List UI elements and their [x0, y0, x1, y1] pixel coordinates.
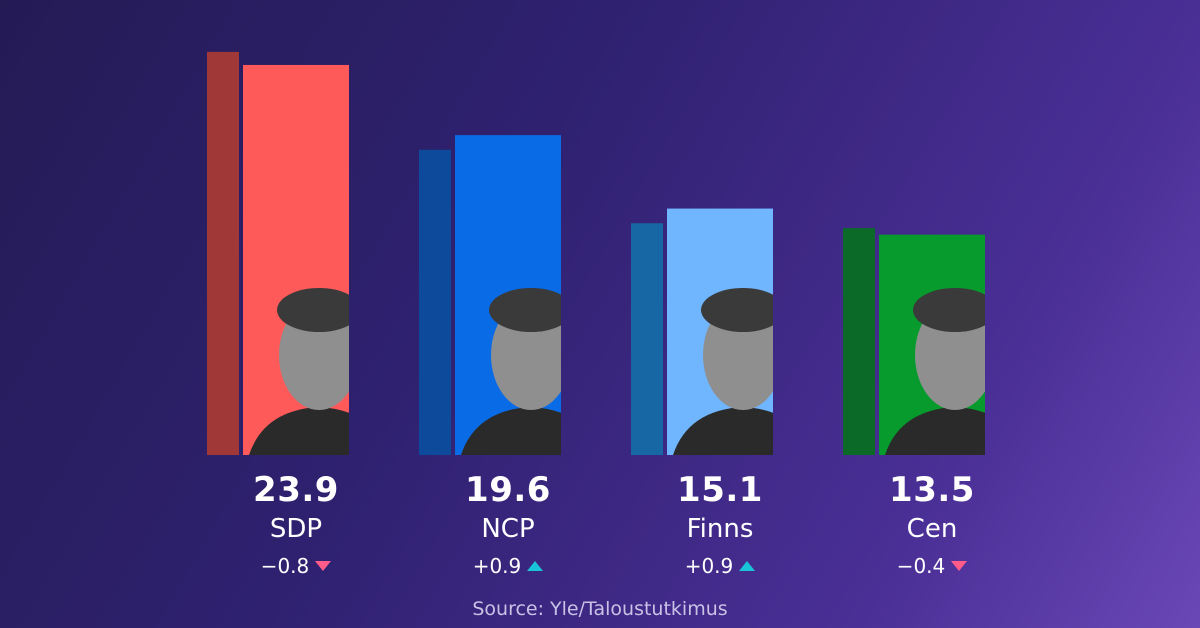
portrait-ncp — [461, 288, 561, 455]
value-label-finns: 15.1 — [677, 470, 763, 510]
category-label-finns: Finns — [686, 514, 754, 544]
source-text: Source: Yle/Taloustutkimus — [472, 598, 728, 620]
party-label-ncp: 19.6 NCP +0.9 — [398, 470, 618, 580]
party-label-sdp: 23.9 SDP −0.8 — [186, 470, 406, 580]
change-label-finns: +0.9 — [685, 552, 756, 580]
previous-bar-sdp — [207, 51, 239, 456]
portrait-sdp — [249, 288, 349, 455]
change-label-ncp: +0.9 — [473, 552, 544, 580]
value-label-cen: 13.5 — [889, 470, 975, 510]
triangle-down-icon — [951, 561, 968, 571]
previous-bar-ncp — [419, 149, 451, 456]
value-label-ncp: 19.6 — [465, 470, 551, 510]
category-label-cen: Cen — [906, 514, 958, 544]
category-label-sdp: SDP — [269, 514, 323, 544]
triangle-up-icon — [527, 561, 544, 571]
change-label-sdp: −0.8 — [261, 552, 332, 580]
category-label-ncp: NCP — [481, 514, 535, 544]
triangle-up-icon — [739, 561, 756, 571]
party-label-finns: 15.1 Finns +0.9 — [610, 470, 830, 580]
previous-bar-finns — [631, 223, 663, 455]
party-label-cen: 13.5 Cen −0.4 — [822, 470, 1042, 580]
value-label-sdp: 23.9 — [253, 470, 339, 510]
portrait-cen — [885, 288, 985, 455]
change-label-cen: −0.4 — [897, 552, 968, 580]
previous-bar-cen — [843, 228, 875, 455]
triangle-down-icon — [315, 561, 332, 571]
portrait-finns — [673, 288, 773, 455]
